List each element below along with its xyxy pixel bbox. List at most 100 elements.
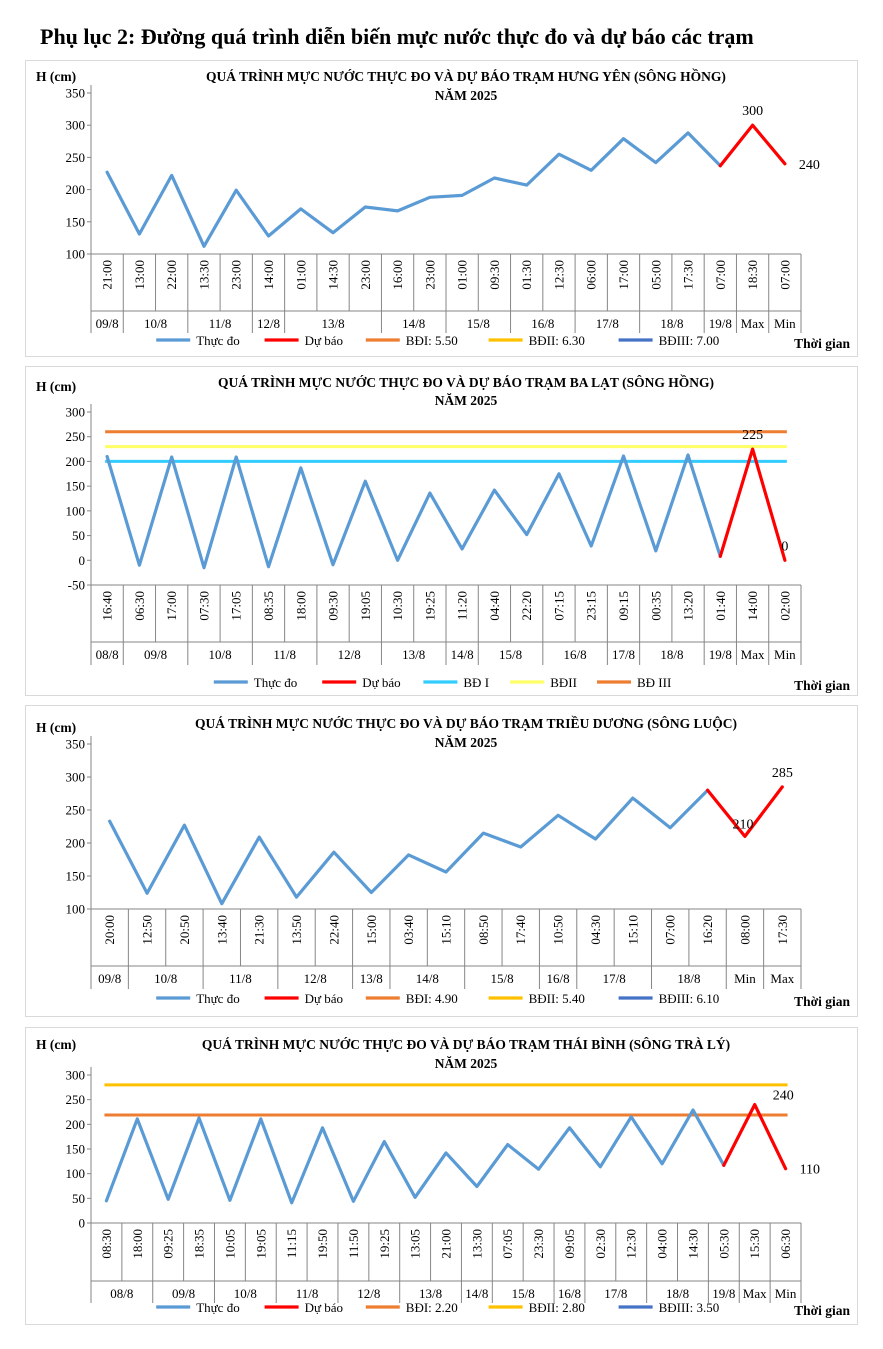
data-label: 0	[781, 539, 788, 554]
y-tick-label: 300	[66, 1068, 86, 1083]
x-tick-label: 16:00	[390, 260, 405, 290]
data-label: 285	[772, 766, 793, 781]
x-group-label: Max	[741, 316, 765, 331]
x-tick-label: 11:50	[346, 1229, 361, 1258]
x-group-label: 18/8	[660, 316, 683, 331]
chart-thai-binh: QUÁ TRÌNH MỰC NƯỚC THỰC ĐO VÀ DỰ BÁO TRẠ…	[36, 1037, 850, 1318]
x-tick-label: 00:35	[648, 591, 663, 621]
x-tick-label: 10:50	[551, 915, 566, 945]
y-tick-label: 350	[66, 86, 86, 101]
legend-label: BĐI: 5.50	[406, 333, 458, 348]
x-group-label: 14/8	[451, 647, 474, 662]
x-axis-label: Thời gian	[794, 336, 850, 351]
data-label: 225	[742, 428, 763, 443]
x-tick-label: 08:35	[261, 591, 276, 621]
x-tick-label: 14:30	[326, 260, 341, 290]
x-tick-label: 01:00	[455, 260, 470, 290]
x-tick-label: 07:30	[196, 591, 211, 621]
chart-title: QUÁ TRÌNH MỰC NƯỚC THỰC ĐO VÀ DỰ BÁO TRẠ…	[218, 375, 714, 390]
y-axis-label: H (cm)	[36, 1037, 76, 1052]
x-tick-label: 07:05	[500, 1229, 515, 1259]
x-tick-label: 20:00	[102, 915, 117, 945]
x-tick-label: 02:30	[593, 1229, 608, 1259]
y-tick-label: 300	[66, 118, 86, 133]
x-group-label: 19/8	[709, 316, 732, 331]
chart-title: QUÁ TRÌNH MỰC NƯỚC THỰC ĐO VÀ DỰ BÁO TRẠ…	[202, 1037, 730, 1052]
x-tick-label: 22:40	[326, 915, 341, 945]
x-group-label: Min	[775, 1286, 797, 1301]
legend-label: BĐI: 2.20	[406, 1300, 458, 1315]
series-line-forecast	[706, 785, 784, 838]
legend-label: BĐII: 5.40	[529, 991, 585, 1006]
legend-label: Dự báo	[305, 333, 343, 348]
y-tick-label: 0	[79, 553, 86, 568]
x-group-label: 09/8	[144, 647, 167, 662]
x-group-label: 14/8	[465, 1286, 488, 1301]
x-group-label: 11/8	[229, 971, 252, 986]
x-tick-label: 01:40	[713, 591, 728, 621]
x-tick-label: 22:20	[519, 591, 534, 621]
x-tick-label: 09:30	[326, 591, 341, 621]
x-group-label: 14/8	[402, 316, 425, 331]
x-tick-label: 18:00	[293, 591, 308, 621]
x-tick-label: 11:20	[455, 591, 470, 620]
x-tick-label: 07:00	[777, 260, 792, 290]
legend-label: BĐIII: 3.50	[659, 1300, 720, 1315]
x-group-label: 16/8	[558, 1286, 581, 1301]
y-tick-label: 50	[72, 528, 85, 543]
x-tick-label: 07:15	[551, 591, 566, 621]
x-group-label: 13/8	[321, 316, 344, 331]
x-tick-label: 21:00	[439, 1229, 454, 1259]
x-tick-label: 14:30	[685, 1229, 700, 1259]
x-tick-label: 16:20	[700, 915, 715, 945]
x-tick-label: 19:25	[422, 591, 437, 621]
legend-label: Dự báo	[305, 991, 343, 1006]
legend-label: Thực đo	[196, 333, 240, 348]
x-group-label: 08/8	[110, 1286, 133, 1301]
x-tick-label: 13:20	[681, 591, 696, 621]
x-group-label: 17/8	[596, 316, 619, 331]
chart-subtitle: NĂM 2025	[435, 88, 498, 103]
x-group-label: 17/8	[604, 1286, 627, 1301]
y-tick-label: 350	[66, 737, 86, 752]
x-group-label: 10/8	[234, 1286, 257, 1301]
x-tick-label: 04:40	[487, 591, 502, 621]
y-tick-label: 150	[66, 1142, 86, 1157]
x-tick-label: 19:25	[377, 1229, 392, 1259]
chart-subtitle: NĂM 2025	[435, 393, 498, 408]
x-group-label: Max	[741, 647, 765, 662]
chart-ba-lat: QUÁ TRÌNH MỰC NƯỚC THỰC ĐO VÀ DỰ BÁO TRẠ…	[36, 375, 850, 693]
x-tick-label: 15:10	[439, 915, 454, 945]
x-tick-label: 17:05	[229, 591, 244, 621]
x-tick-label: 19:05	[358, 591, 373, 621]
chart-subtitle: NĂM 2025	[435, 1056, 498, 1071]
legend-label: BĐII: 6.30	[529, 333, 585, 348]
y-tick-label: 250	[66, 150, 86, 165]
chart-hung-yen: QUÁ TRÌNH MỰC NƯỚC THỰC ĐO VÀ DỰ BÁO TRẠ…	[36, 69, 850, 351]
x-tick-label: 14:00	[745, 591, 760, 621]
x-group-label: 18/8	[677, 971, 700, 986]
y-tick-label: 100	[66, 503, 86, 518]
x-axis-label: Thời gian	[794, 1303, 850, 1318]
x-tick-label: 13:30	[196, 260, 211, 290]
series-line-measured	[105, 453, 722, 570]
x-tick-label: 20:50	[177, 915, 192, 945]
x-tick-label: 06:30	[132, 591, 147, 621]
x-tick-label: 15:00	[364, 915, 379, 945]
series-line-forecast	[722, 1103, 788, 1171]
x-tick-label: 07:00	[663, 915, 678, 945]
x-tick-label: 09:05	[562, 1229, 577, 1259]
x-tick-label: 23:00	[358, 260, 373, 290]
y-tick-label: 150	[66, 479, 86, 494]
x-tick-label: 12:50	[140, 915, 155, 945]
x-tick-label: 13:05	[408, 1229, 423, 1259]
legend-label: BĐ III	[637, 675, 671, 690]
series-line-measured	[104, 1108, 726, 1205]
x-tick-label: 16:40	[100, 591, 115, 621]
x-tick-label: 05:00	[648, 260, 663, 290]
x-tick-label: 17:00	[164, 591, 179, 621]
x-tick-label: 02:00	[777, 591, 792, 621]
x-tick-label: 21:30	[252, 915, 267, 945]
y-tick-label: 250	[66, 429, 86, 444]
x-axis-label: Thời gian	[794, 994, 850, 1009]
